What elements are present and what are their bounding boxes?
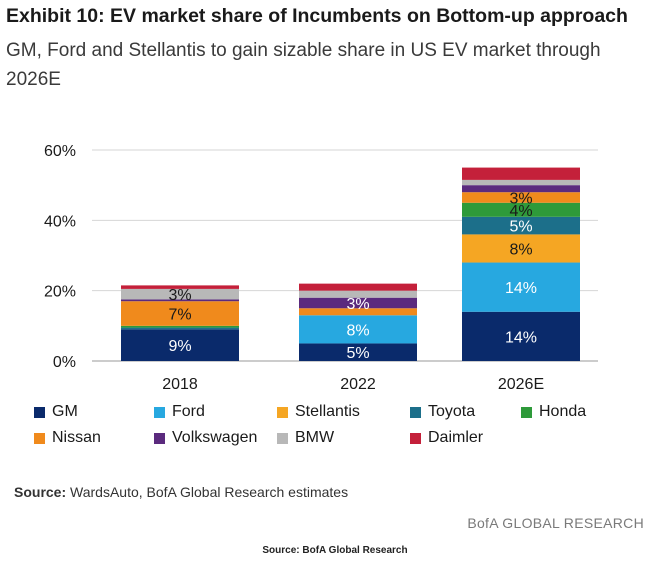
legend-swatch xyxy=(34,406,45,418)
source-note: Source: WardsAuto, BofA Global Research … xyxy=(14,484,348,500)
x-tick-label: 2026E xyxy=(498,376,544,393)
legend-label: BMW xyxy=(295,429,335,446)
chart-title: Exhibit 10: EV market share of Incumbent… xyxy=(6,5,628,27)
x-tick-label: 2022 xyxy=(340,376,376,393)
source-text: WardsAuto, BofA Global Research estimate… xyxy=(70,484,349,500)
bar-segment-stellantis xyxy=(462,234,580,263)
bar-segment-gm xyxy=(299,343,417,361)
legend-item-volkswagen: Volkswagen xyxy=(154,429,257,447)
legend-swatch xyxy=(277,432,288,444)
bar-segment-gm xyxy=(121,329,239,361)
legend-label: Daimler xyxy=(428,429,484,446)
legend-item-toyota: Toyota xyxy=(410,403,475,421)
legend-label: Nissan xyxy=(52,429,101,446)
legend-item-stellantis: Stellantis xyxy=(277,403,360,421)
stacked-bar-chart: 0% 20% 40% 60% 9% 7% 3% 2018 5% 8% 3% 2022 14% 14% 8% 5… xyxy=(44,143,598,393)
x-tick-label: 2018 xyxy=(162,376,198,393)
bar-segment-daimler xyxy=(462,167,580,180)
y-tick-label: 60% xyxy=(44,143,76,160)
data-label: 4% xyxy=(509,203,532,220)
bar-segment-bmw xyxy=(299,290,417,298)
data-label: 8% xyxy=(346,322,369,339)
legend-label: GM xyxy=(52,403,78,420)
legend-swatch xyxy=(154,406,165,418)
data-label: 7% xyxy=(168,307,191,324)
data-label: 3% xyxy=(168,287,191,304)
y-tick-label: 20% xyxy=(44,284,76,301)
data-label: 14% xyxy=(505,329,537,346)
legend-label: Volkswagen xyxy=(172,429,258,446)
bar-segment-bmw xyxy=(462,179,580,186)
data-label: 8% xyxy=(509,241,532,258)
bar-segment-nissan xyxy=(299,308,417,316)
brand-mark: BofA GLOBAL RESEARCH xyxy=(467,515,644,531)
legend-label: Ford xyxy=(172,403,205,420)
data-label: 5% xyxy=(346,345,369,362)
legend-item-daimler: Daimler xyxy=(410,429,483,447)
legend-swatch xyxy=(521,406,532,418)
bar-segment-nissan xyxy=(121,301,239,326)
legend-swatch xyxy=(34,432,45,444)
data-label: 5% xyxy=(509,219,532,236)
chart-subtitle: GM, Ford and Stellantis to gain sizable … xyxy=(6,40,601,90)
y-tick-label: 40% xyxy=(44,213,76,230)
bar-segment-volkswagen xyxy=(121,299,239,302)
legend-item-bmw: BMW xyxy=(277,429,334,447)
legend-swatch xyxy=(277,406,288,418)
bar-segment-toyota xyxy=(462,216,580,235)
bar-segment-honda xyxy=(121,325,239,328)
legend-item-ford: Ford xyxy=(154,403,205,421)
bar-segment-toyota xyxy=(121,327,239,330)
bar-segment-bmw xyxy=(121,288,239,300)
bar-segment-volkswagen xyxy=(462,185,580,193)
legend-label: Honda xyxy=(539,403,587,420)
bar-segment-gm xyxy=(462,311,580,361)
source-label: Source: xyxy=(14,484,67,500)
bar-segment-daimler xyxy=(121,285,239,289)
legend-item-nissan: Nissan xyxy=(34,429,101,447)
legend-swatch xyxy=(410,432,421,444)
bar-segment-ford xyxy=(299,315,417,344)
legend-item-honda: Honda xyxy=(521,403,586,421)
bar-segment-honda xyxy=(462,202,580,217)
bar-segment-daimler xyxy=(299,283,417,291)
bar-segment-volkswagen xyxy=(299,297,417,309)
data-label: 3% xyxy=(346,296,369,313)
data-label: 14% xyxy=(505,280,537,297)
data-label: 3% xyxy=(509,190,532,207)
legend-label: Toyota xyxy=(428,403,476,420)
legend-item-gm: GM xyxy=(34,403,78,421)
y-tick-label: 0% xyxy=(53,354,76,371)
legend-swatch xyxy=(154,432,165,444)
bar-segment-ford xyxy=(462,262,580,312)
footer-credit: Source: BofA Global Research xyxy=(262,545,408,556)
bar-segment-nissan xyxy=(462,192,580,203)
legend-label: Stellantis xyxy=(295,403,360,420)
legend-swatch xyxy=(410,406,421,418)
data-label: 9% xyxy=(168,338,191,355)
